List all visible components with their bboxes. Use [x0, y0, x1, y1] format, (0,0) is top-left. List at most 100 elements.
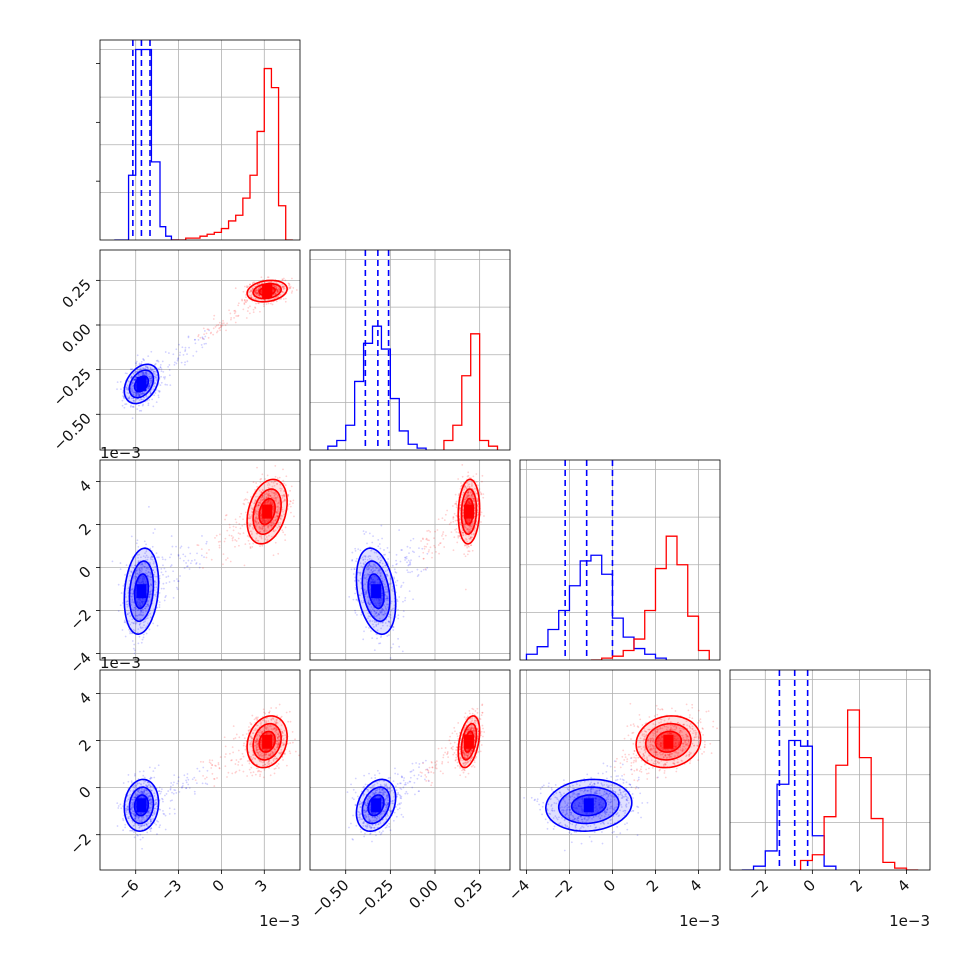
sample-point — [354, 580, 356, 582]
sample-point — [131, 780, 133, 782]
sample-point — [248, 285, 250, 287]
sample-point — [467, 554, 469, 556]
sample-point — [122, 818, 124, 820]
sample-point — [387, 547, 389, 549]
sample-point — [260, 481, 262, 483]
sample-point — [268, 276, 270, 278]
panel-content — [116, 704, 306, 850]
sample-point — [208, 337, 210, 339]
sample-point — [462, 476, 464, 478]
sample-point — [371, 542, 373, 544]
sample-point — [434, 546, 436, 548]
sample-point — [190, 562, 192, 564]
sample-point — [392, 629, 394, 631]
sample-point — [120, 562, 122, 564]
sample-point — [409, 561, 411, 563]
sample-point — [244, 523, 246, 525]
sample-point — [396, 584, 398, 586]
sample-point — [160, 384, 162, 386]
sample-point — [120, 388, 122, 390]
sample-point — [452, 521, 454, 523]
sample-point — [388, 634, 390, 636]
panel-frame — [100, 40, 300, 240]
sample-point — [379, 543, 381, 545]
sample-point — [164, 795, 166, 797]
sample-point — [412, 550, 414, 552]
sample-point — [222, 325, 224, 327]
sample-point — [205, 543, 207, 545]
sample-point — [431, 552, 433, 554]
sample-point — [148, 506, 150, 508]
sample-point — [233, 530, 235, 532]
sample-point — [425, 539, 427, 541]
sample-point — [223, 553, 225, 555]
sample-point — [244, 564, 246, 566]
sample-point — [450, 522, 452, 524]
sample-point — [169, 369, 171, 371]
sample-point — [170, 554, 172, 556]
sample-point — [360, 614, 362, 616]
sample-point — [159, 601, 161, 603]
sample-point — [397, 580, 399, 582]
y-tick-label: 0 — [75, 563, 94, 582]
sample-point — [179, 354, 181, 356]
sample-point — [112, 560, 114, 562]
sample-point — [255, 303, 257, 305]
sample-point — [139, 771, 141, 773]
sample-point — [117, 381, 119, 383]
sample-point — [139, 363, 141, 365]
sample-point — [122, 602, 124, 604]
sample-point — [158, 826, 160, 828]
sample-point — [159, 604, 161, 606]
sample-point — [159, 606, 161, 608]
sample-point — [395, 572, 397, 574]
sample-point — [122, 829, 124, 831]
sample-point — [150, 351, 152, 353]
sample-point — [181, 346, 183, 348]
sample-point — [457, 532, 459, 534]
sample-point — [171, 535, 173, 537]
sample-point — [404, 597, 406, 599]
sample-point — [186, 782, 188, 784]
sample-point — [282, 468, 284, 470]
sample-point — [192, 355, 194, 357]
sample-point — [239, 533, 241, 535]
sample-point — [412, 598, 414, 600]
sample-point — [154, 528, 156, 530]
sample-point — [207, 328, 209, 330]
sample-point — [289, 500, 291, 502]
sample-point — [452, 516, 454, 518]
sample-point — [185, 347, 187, 349]
sample-point — [221, 322, 223, 324]
sample-point — [248, 540, 250, 542]
sample-point — [165, 829, 167, 831]
sample-point — [256, 467, 258, 469]
sample-point — [205, 782, 207, 784]
sample-point — [465, 555, 467, 557]
sample-point — [276, 300, 278, 302]
sample-point — [472, 550, 474, 552]
sample-point — [397, 618, 399, 620]
y-scale-label: 1e−3 — [100, 444, 141, 462]
sample-point — [353, 599, 355, 601]
sample-point — [199, 337, 201, 339]
sample-point — [441, 535, 443, 537]
sample-point — [133, 644, 135, 646]
density-peak — [371, 584, 381, 598]
sample-point — [234, 539, 236, 541]
sample-point — [420, 571, 422, 573]
sample-point — [139, 834, 141, 836]
sample-point — [137, 539, 139, 541]
sample-point — [120, 381, 122, 383]
sample-point — [222, 320, 224, 322]
sample-point — [264, 478, 266, 480]
sample-point — [160, 376, 162, 378]
sample-point — [128, 774, 130, 776]
sample-point — [482, 497, 484, 499]
panel-content — [526, 460, 709, 660]
sample-point — [242, 308, 244, 310]
sample-point — [158, 764, 160, 766]
sample-point — [291, 485, 293, 487]
sample-point — [380, 635, 382, 637]
sample-point — [230, 319, 232, 321]
